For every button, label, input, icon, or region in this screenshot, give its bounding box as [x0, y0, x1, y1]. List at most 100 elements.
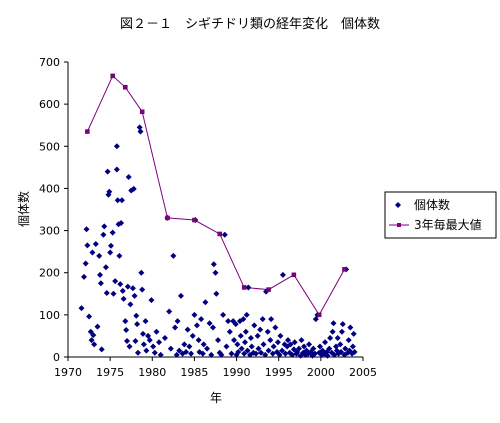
max-value-marker [192, 217, 197, 223]
data-point-diamond [265, 347, 272, 354]
data-point-diamond [279, 271, 286, 278]
data-point-diamond [148, 297, 155, 304]
data-point-diamond [240, 316, 247, 323]
data-point-diamond [134, 349, 141, 356]
data-point-diamond [97, 280, 104, 287]
data-point-diamond [322, 339, 329, 346]
data-point-diamond [287, 341, 294, 348]
data-point-diamond [339, 321, 346, 328]
x-tick-label: 2000 [307, 366, 335, 379]
data-point-diamond [327, 335, 334, 342]
data-point-diamond [350, 330, 357, 337]
data-point-diamond [242, 328, 249, 335]
x-tick-label: 1995 [265, 366, 293, 379]
data-point-diamond [260, 341, 267, 348]
data-point-diamond [206, 320, 213, 327]
data-point-diamond [107, 249, 114, 256]
data-point-diamond [221, 231, 228, 238]
data-point-diamond [124, 337, 130, 344]
data-point-diamond [116, 252, 123, 259]
data-point-diamond [88, 337, 95, 344]
data-point-diamond [195, 337, 202, 344]
data-point-diamond [254, 332, 261, 339]
data-point-diamond [268, 316, 275, 323]
data-point-diamond [333, 343, 340, 350]
data-point-diamond [134, 321, 141, 328]
data-point-diamond [118, 219, 125, 226]
max-value-marker [241, 285, 247, 290]
data-point-diamond [191, 311, 198, 318]
data-point-diamond [100, 231, 107, 238]
data-point-diamond [118, 197, 125, 204]
data-point-diamond [102, 264, 109, 271]
data-point-diamond [107, 242, 114, 249]
data-point-diamond [264, 328, 271, 335]
data-point-diamond [291, 339, 298, 346]
data-point-diamond [109, 229, 116, 236]
data-point-diamond [170, 252, 177, 259]
data-point-diamond [210, 261, 217, 268]
max-value-marker [139, 109, 145, 114]
data-point-diamond [252, 350, 259, 357]
data-point-diamond [272, 324, 279, 331]
data-point-diamond [324, 352, 331, 359]
legend-marker-square [397, 223, 401, 227]
data-point-diamond [215, 337, 222, 344]
legend-marker-diamond [395, 202, 401, 208]
data-point-diamond [130, 185, 137, 192]
data-point-diamond [199, 350, 206, 357]
data-point-diamond [126, 343, 133, 350]
data-point-diamond [208, 351, 215, 358]
data-point-diamond [136, 124, 143, 131]
data-point-diamond [218, 351, 225, 358]
data-point-diamond [97, 271, 104, 278]
data-point-diamond [189, 332, 196, 339]
legend: 個体数 3年毎最大値 [384, 191, 497, 239]
data-point-diamond [110, 290, 117, 297]
data-point-diamond [347, 324, 354, 331]
data-point-diamond [183, 348, 189, 355]
data-point-diamond [200, 341, 207, 348]
series-layer [78, 73, 358, 359]
data-point-diamond [220, 311, 227, 318]
x-tick-label: 1985 [180, 366, 208, 379]
data-point-diamond [125, 174, 132, 181]
x-tick-label: 1970 [54, 366, 82, 379]
data-point-diamond [86, 313, 93, 320]
data-point-diamond [213, 290, 220, 297]
data-point-diamond [137, 128, 144, 135]
data-point-diamond [101, 223, 108, 230]
data-point-diamond [112, 278, 119, 285]
data-point-diamond [241, 350, 248, 357]
data-point-diamond [94, 323, 101, 330]
max-value-marker [110, 73, 115, 79]
data-point-diamond [334, 335, 341, 342]
data-point-diamond [157, 351, 164, 358]
data-point-diamond [274, 339, 281, 346]
y-tick-label: 100 [39, 309, 60, 322]
data-point-diamond [98, 346, 105, 353]
legend-label-max: 3年毎最大値 [414, 217, 482, 232]
data-point-diamond [245, 284, 252, 291]
data-point-diamond [119, 287, 126, 294]
data-point-diamond [174, 318, 181, 325]
data-point-diamond [151, 349, 158, 356]
max-value-line [86, 75, 345, 316]
data-point-diamond [188, 350, 195, 357]
data-point-diamond [338, 348, 345, 355]
data-point-diamond [244, 347, 251, 354]
data-point-diamond [96, 252, 103, 259]
chart-title: 図２－１ シギチドリ類の経年変化 個体数 [120, 16, 380, 32]
data-point-diamond [133, 312, 140, 319]
data-point-diamond [124, 283, 131, 290]
data-point-diamond [156, 339, 163, 346]
data-point-diamond [242, 339, 248, 346]
legend-items: 個体数 3年毎最大値 [389, 197, 482, 232]
data-point-diamond [276, 351, 283, 358]
data-point-diamond [243, 311, 250, 318]
data-point-diamond [232, 321, 239, 328]
data-point-diamond [173, 351, 180, 358]
data-point-diamond [235, 348, 242, 355]
data-point-diamond [153, 328, 160, 335]
